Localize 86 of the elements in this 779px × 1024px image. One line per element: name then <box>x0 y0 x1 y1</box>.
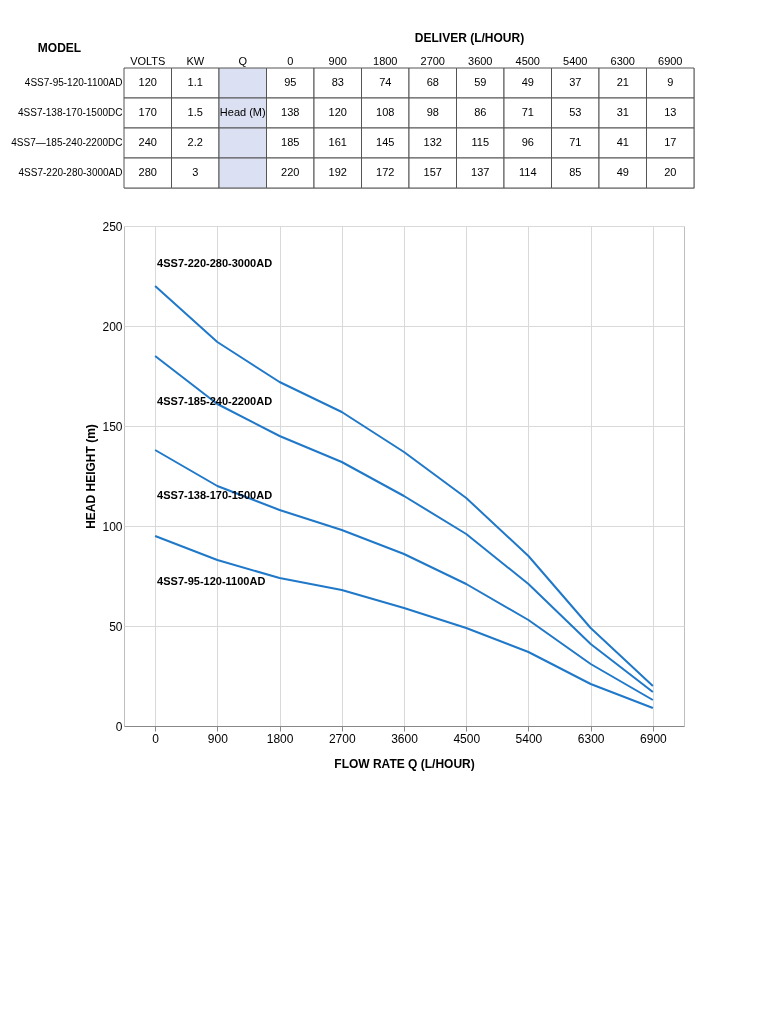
data-label: 68 <box>426 76 439 88</box>
data-label: 21 <box>616 76 629 88</box>
category-label: 1800 <box>373 54 398 67</box>
x-axis-title: FLOW RATE Q (L/HOUR) <box>334 756 475 771</box>
y-tick-label: 100 <box>102 519 123 534</box>
data-label: 170 <box>138 106 157 118</box>
x-tick-label: 1800 <box>266 731 294 746</box>
x-tick-label: 3600 <box>391 731 419 746</box>
x-tick-label: 900 <box>207 731 229 746</box>
series-label: 4SS7—185-240-2200DC <box>11 137 123 148</box>
data-label: 185 <box>281 136 300 148</box>
data-label: 3 <box>192 166 199 178</box>
y-tick-label: 50 <box>109 619 123 634</box>
y-tick-label: 0 <box>115 719 123 734</box>
data-label: 137 <box>471 166 490 178</box>
category-label: 5400 <box>563 54 588 67</box>
category-label: 2700 <box>420 54 445 67</box>
data-label: 120 <box>328 106 347 118</box>
data-label: 132 <box>423 136 442 148</box>
data-label: 220 <box>281 166 300 178</box>
x-tick-label: 0 <box>152 731 160 746</box>
data-label: 114 <box>518 166 537 178</box>
series-label: 4SS7-95-120-1100AD <box>157 575 266 587</box>
data-label: 37 <box>569 76 582 88</box>
data-label: 20 <box>664 166 677 178</box>
data-label: 2.2 <box>187 136 203 148</box>
x-tick-label: 2700 <box>328 731 356 746</box>
category-label: 6300 <box>610 54 635 67</box>
data-label: 71 <box>521 106 534 118</box>
category-label: KW <box>186 54 205 67</box>
line-series <box>154 285 654 687</box>
data-label: 85 <box>569 166 582 178</box>
series-label: 4SS7-138-170-1500DC <box>17 107 123 118</box>
data-label: 86 <box>474 106 487 118</box>
category-label: VOLTS <box>130 54 166 67</box>
text: Head (M) <box>219 106 266 118</box>
data-label: 115 <box>471 136 490 148</box>
data-label: 98 <box>426 106 439 118</box>
data-label: 161 <box>328 136 347 148</box>
x-tick-label: 4500 <box>453 731 481 746</box>
data-label: 157 <box>423 166 442 178</box>
data-label: 138 <box>281 106 300 118</box>
data-label: 49 <box>616 166 629 178</box>
data-label: 53 <box>569 106 582 118</box>
line-series <box>154 535 654 709</box>
data-label: 1.5 <box>187 106 203 118</box>
data-label: 41 <box>616 136 629 148</box>
data-label: 49 <box>521 76 534 88</box>
data-label: 31 <box>616 106 629 118</box>
line-series <box>154 449 654 701</box>
y-tick-label: 250 <box>102 219 123 234</box>
text: DELIVER (L/HOUR) <box>414 30 525 45</box>
data-label: 1.1 <box>187 76 203 88</box>
category-label: 6900 <box>658 54 683 67</box>
data-label: 9 <box>667 76 674 88</box>
y-tick-label: 150 <box>102 419 123 434</box>
series-label: 4SS7-220-280-3000AD <box>18 167 123 178</box>
category-label: 3600 <box>468 54 493 67</box>
x-tick-label: 6300 <box>577 731 605 746</box>
data-label: 120 <box>138 76 157 88</box>
data-label: 71 <box>569 136 582 148</box>
category-label: 0 <box>287 54 294 67</box>
series-label: 4SS7-220-280-3000AD <box>157 257 273 269</box>
data-label: 108 <box>376 106 395 118</box>
data-label: 13 <box>664 106 677 118</box>
x-tick-label: 6900 <box>640 731 668 746</box>
data-label: 172 <box>376 166 395 178</box>
data-label: 59 <box>474 76 487 88</box>
data-label: 192 <box>328 166 347 178</box>
y-tick-label: 200 <box>102 319 123 334</box>
data-label: 96 <box>521 136 534 148</box>
data-label: 240 <box>138 136 157 148</box>
category-label: Q <box>238 54 248 67</box>
category-label: 900 <box>328 54 347 67</box>
line-series <box>154 355 654 693</box>
data-label: 17 <box>664 136 677 148</box>
data-label: 74 <box>379 76 392 88</box>
text: MODEL <box>37 40 82 55</box>
category-label: 4500 <box>515 54 540 67</box>
data-label: 83 <box>331 76 344 88</box>
y-axis-title: HEAD HEIGHT (m) <box>84 424 99 529</box>
data-label: 145 <box>376 136 395 148</box>
x-tick-label: 5400 <box>515 731 543 746</box>
data-label: 280 <box>138 166 157 178</box>
series-label: 4SS7-95-120-1100AD <box>24 77 123 88</box>
data-label: 95 <box>284 76 297 88</box>
